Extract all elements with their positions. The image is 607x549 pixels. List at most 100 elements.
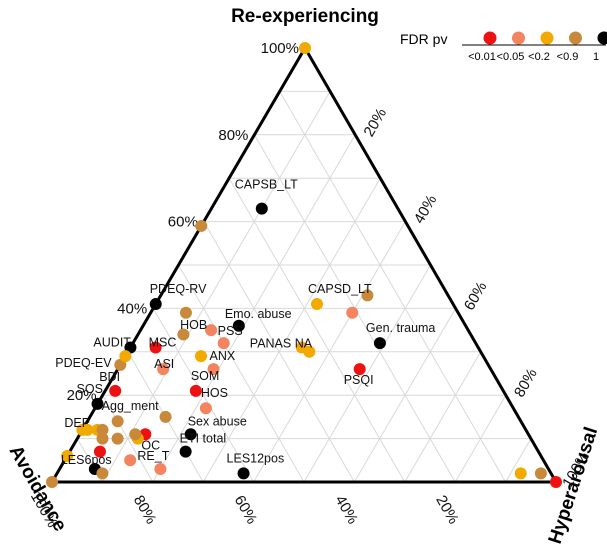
data-point <box>311 298 324 311</box>
legend: FDR pv <0.01 <0.05 <0.2 <0.9 1 <box>400 31 607 63</box>
data-point <box>237 467 250 480</box>
grid-lines <box>76 90 532 483</box>
bottom-axis-ticks: 20%40%60%80%100% <box>27 489 462 531</box>
legend-swatch <box>483 31 497 45</box>
point-label: LES12pos <box>227 451 285 465</box>
data-points <box>46 42 562 488</box>
top-axis-title: Re-experiencing <box>231 6 379 27</box>
data-point <box>205 324 218 337</box>
left-tick-label: 100% <box>261 40 299 57</box>
point-label: PSS <box>218 324 243 338</box>
legend-title: FDR pv <box>400 31 447 47</box>
data-point <box>111 432 124 445</box>
point-label: CAPSB_LT <box>235 178 298 192</box>
point-label: SOS <box>77 382 103 396</box>
data-point <box>199 402 212 415</box>
data-point <box>157 363 170 376</box>
data-point <box>255 202 268 215</box>
data-point <box>149 341 162 354</box>
legend-swatch <box>540 31 554 45</box>
data-point <box>129 428 142 441</box>
data-point <box>194 350 207 363</box>
data-point <box>124 341 137 354</box>
point-label: PSQI <box>344 373 374 387</box>
point-label: SOM <box>191 369 219 383</box>
point-labels: CAPSB_LT PDEQ-RV CAPSD_LT Emo. abuse HOB PSS P… <box>55 178 435 467</box>
data-point <box>114 358 127 371</box>
data-point <box>46 476 58 488</box>
legend-swatch <box>569 31 582 45</box>
grid-line <box>101 91 331 483</box>
data-point <box>179 306 192 319</box>
legend-label: <0.9 <box>557 51 579 63</box>
grid-line <box>152 308 255 483</box>
legend-label: <0.01 <box>468 51 496 63</box>
data-point <box>61 449 74 462</box>
data-point <box>119 350 132 363</box>
data-point <box>149 298 162 311</box>
data-point <box>159 410 172 423</box>
legend-swatch <box>597 31 607 45</box>
point-label: RE_T <box>137 449 169 463</box>
grid-line <box>102 394 154 483</box>
point-label: HOB <box>180 318 207 332</box>
point-label: Agg_ment <box>102 399 160 413</box>
grid-line <box>353 308 457 483</box>
point-label: LES6pos <box>61 453 112 467</box>
left-tick-label: 80% <box>218 127 248 144</box>
data-point <box>353 363 366 376</box>
data-point <box>96 432 109 445</box>
data-point <box>303 345 316 358</box>
point-label: ETI total <box>180 432 227 446</box>
point-label: Emo. abuse <box>225 307 292 321</box>
grid-line <box>178 264 305 483</box>
legend-label: <0.2 <box>528 51 550 63</box>
data-point <box>361 289 374 302</box>
data-point <box>534 467 547 480</box>
data-point <box>217 337 230 350</box>
right-tick-label: 60% <box>461 279 491 314</box>
data-point <box>195 219 208 232</box>
left-tick-label: 60% <box>168 214 198 231</box>
right-tick-label: 80% <box>511 366 541 401</box>
data-point <box>111 415 124 428</box>
bottom-tick-label: 20% <box>432 492 462 527</box>
grid-line <box>228 177 406 483</box>
point-label: ASI <box>154 357 174 371</box>
left-tick-label: 20% <box>67 387 97 404</box>
point-label: DEP <box>64 416 90 430</box>
data-point <box>373 337 386 350</box>
grid-line <box>505 438 532 483</box>
data-point <box>109 384 122 397</box>
point-label: Gen. trauma <box>366 321 436 335</box>
point-label: Sex abuse <box>188 414 247 428</box>
data-point <box>91 397 104 410</box>
bottom-tick-label: 60% <box>231 492 261 527</box>
left-tick-label: 40% <box>117 300 147 317</box>
data-point <box>96 423 109 436</box>
data-point <box>81 423 94 436</box>
grid-line <box>404 351 482 483</box>
data-point <box>96 467 109 480</box>
legend-swatch <box>512 31 525 45</box>
point-label: PANAS NA <box>250 336 313 350</box>
data-point <box>207 363 220 376</box>
data-point <box>124 454 137 467</box>
bottom-tick-label: 40% <box>331 492 361 527</box>
point-label: ANX <box>210 349 236 363</box>
point-label: CAPSD_LT <box>308 282 372 296</box>
left-axis-ticks: 20% 40% 60% 80% 100% <box>67 40 299 404</box>
data-point <box>232 319 245 332</box>
point-label: OC <box>141 438 160 452</box>
data-point <box>346 306 359 319</box>
point-label: PDEQ-RV <box>150 282 207 296</box>
grid-line <box>279 91 507 483</box>
point-label: AUDIT <box>93 335 131 349</box>
data-point <box>154 462 167 475</box>
right-tick-label: 20% <box>360 105 390 140</box>
grid-line <box>202 177 381 483</box>
point-label: HOS <box>201 386 228 400</box>
grid-line <box>303 264 431 483</box>
data-point <box>93 445 106 458</box>
